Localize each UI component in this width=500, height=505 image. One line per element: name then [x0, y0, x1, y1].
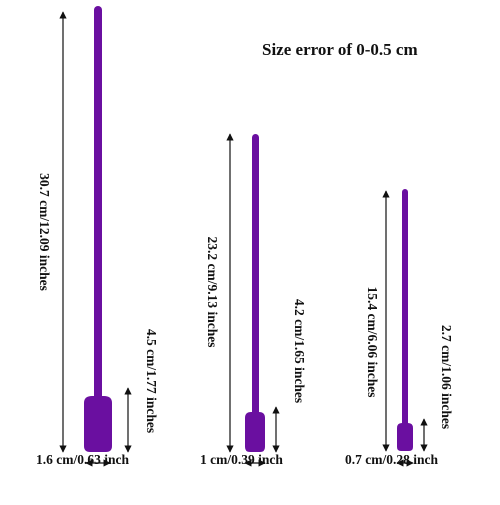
large-spatula-handle — [94, 6, 102, 401]
large-head-width-label: 1.6 cm/0.63 inch — [36, 452, 129, 467]
medium-spatula-head — [245, 412, 265, 452]
small-length-label: 15.4 cm/6.06 inches — [365, 286, 380, 398]
medium-head-height-label: 4.2 cm/1.65 inches — [292, 298, 307, 404]
small-head-width-label: 0.7 cm/0.28 inch — [345, 452, 438, 467]
large-spatula-head — [84, 396, 112, 452]
small-spatula — [397, 189, 413, 451]
large-head-height-label: 4.5 cm/1.77 inches — [144, 328, 159, 434]
small-spatula-handle — [402, 189, 408, 428]
medium-spatula-handle — [252, 134, 259, 418]
medium-spatula — [245, 134, 265, 452]
large-spatula — [84, 6, 112, 452]
large-length-label: 30.7 cm/12.09 inches — [37, 173, 52, 291]
small-head-height-label: 2.7 cm/1.06 inches — [439, 324, 454, 430]
medium-head-width-label: 1 cm/0.39 inch — [200, 452, 283, 467]
medium-length-label: 23.2 cm/9.13 inches — [205, 236, 220, 348]
size-error-note: Size error of 0-0.5 cm — [262, 40, 418, 59]
small-spatula-head — [397, 423, 413, 451]
